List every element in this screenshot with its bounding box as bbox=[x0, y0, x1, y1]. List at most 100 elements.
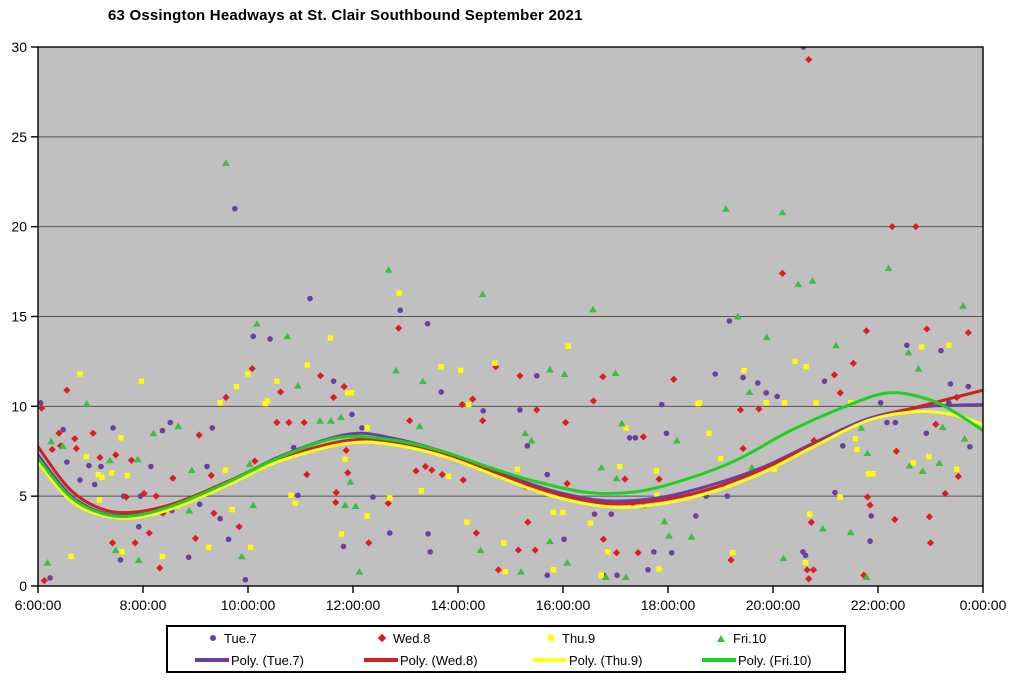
scatter-point-wed8 bbox=[38, 404, 46, 412]
scatter-point-wed8 bbox=[191, 534, 200, 542]
scatter-point-tue7 bbox=[947, 381, 954, 387]
scatter-point-fri10 bbox=[174, 422, 183, 430]
scatter-point-fri10 bbox=[134, 556, 143, 563]
scatter-point-tue7 bbox=[159, 427, 166, 434]
scatter-point-wed8 bbox=[248, 365, 256, 373]
scatter-point-fri10 bbox=[133, 455, 142, 463]
scatter-point-wed8 bbox=[152, 492, 160, 500]
x-axis-tick-label: 20:00:00 bbox=[746, 597, 801, 613]
scatter-point-tue7 bbox=[533, 372, 540, 379]
scatter-point-tue7 bbox=[517, 407, 523, 413]
legend-row-trendlines: Poly. (Tue.7) Poly. (Wed.8) Poly. (Thu.9… bbox=[168, 649, 844, 671]
scatter-point-thu9 bbox=[870, 471, 876, 477]
scatter-point-fri10 bbox=[82, 400, 91, 407]
scatter-point-thu9 bbox=[438, 364, 444, 370]
scatter-point-thu9 bbox=[587, 520, 593, 526]
scatter-point-thu9 bbox=[910, 460, 916, 466]
scatter-point-wed8 bbox=[332, 488, 340, 497]
x-axis-tick-label: 14:00:00 bbox=[431, 597, 486, 613]
scatter-point-wed8 bbox=[285, 418, 293, 427]
scatter-point-wed8 bbox=[599, 535, 608, 543]
scatter-point-thu9 bbox=[445, 473, 452, 480]
scatter-point-fri10 bbox=[187, 466, 196, 474]
scatter-point-wed8 bbox=[421, 462, 430, 471]
scatter-point-fri10 bbox=[521, 429, 530, 437]
scatter-point-thu9 bbox=[364, 425, 370, 431]
scatter-point-thu9 bbox=[327, 335, 334, 341]
scatter-point-wed8 bbox=[612, 549, 621, 557]
scatter-point-tue7 bbox=[892, 419, 899, 426]
scatter-point-wed8 bbox=[533, 406, 541, 414]
scatter-point-tue7 bbox=[774, 393, 780, 400]
scatter-point-wed8 bbox=[655, 475, 663, 483]
scatter-point-fri10 bbox=[938, 423, 947, 430]
scatter-point-tue7 bbox=[868, 513, 874, 519]
scatter-point-tue7 bbox=[232, 205, 238, 212]
scatter-point-fri10 bbox=[527, 436, 536, 444]
scatter-point-thu9 bbox=[342, 456, 348, 463]
scatter-point-thu9 bbox=[654, 492, 660, 498]
scatter-point-fri10 bbox=[589, 305, 597, 313]
y-axis-tick-label: 15 bbox=[11, 309, 27, 325]
scatter-point-wed8 bbox=[55, 429, 63, 437]
scatter-point-tue7 bbox=[626, 434, 633, 441]
scatter-point-tue7 bbox=[136, 523, 142, 530]
scatter-point-tue7 bbox=[386, 530, 393, 536]
scatter-point-fri10 bbox=[779, 554, 788, 562]
scatter-point-thu9 bbox=[345, 390, 351, 396]
scatter-point-wed8 bbox=[329, 393, 338, 401]
scatter-point-tue7 bbox=[250, 333, 257, 340]
scatter-point-tue7 bbox=[724, 493, 731, 499]
scatter-point-thu9 bbox=[813, 400, 819, 406]
scatter-point-tue7 bbox=[359, 425, 365, 431]
y-axis-tick-label: 20 bbox=[11, 219, 27, 235]
scatter-point-thu9 bbox=[550, 567, 557, 573]
scatter-point-wed8 bbox=[112, 451, 120, 459]
scatter-point-wed8 bbox=[516, 372, 524, 380]
scatter-point-fri10 bbox=[415, 422, 424, 430]
scatter-point-thu9 bbox=[653, 468, 660, 474]
legend-item-poly-thu9: Poly. (Thu.9) bbox=[506, 653, 675, 668]
scatter-point-fri10 bbox=[597, 463, 606, 471]
legend-item-tue7: Tue.7 bbox=[168, 631, 337, 646]
scatter-point-thu9 bbox=[604, 549, 611, 555]
scatter-point-tue7 bbox=[77, 477, 83, 483]
scatter-point-fri10 bbox=[665, 532, 673, 539]
scatter-point-thu9 bbox=[418, 488, 424, 494]
scatter-point-wed8 bbox=[472, 529, 480, 537]
scatter-point-wed8 bbox=[778, 269, 787, 277]
scatter-point-wed8 bbox=[562, 418, 570, 427]
scatter-point-fri10 bbox=[293, 382, 302, 389]
thu9-square-marker-icon bbox=[548, 635, 554, 641]
scatter-point-wed8 bbox=[428, 466, 436, 474]
scatter-point-tue7 bbox=[904, 342, 910, 349]
scatter-point-fri10 bbox=[111, 546, 120, 554]
scatter-point-tue7 bbox=[204, 463, 210, 470]
scatter-point-thu9 bbox=[264, 398, 271, 404]
scatter-point-fri10 bbox=[959, 302, 967, 309]
scatter-point-tue7 bbox=[658, 401, 665, 408]
scatter-point-wed8 bbox=[892, 447, 900, 455]
scatter-point-fri10 bbox=[778, 208, 787, 216]
poly-wed8-line-icon bbox=[364, 658, 398, 662]
x-axis-tick-label: 12:00:00 bbox=[326, 597, 381, 613]
x-axis-tick-label: 10:00:00 bbox=[221, 597, 276, 613]
scatter-point-wed8 bbox=[926, 539, 935, 547]
scatter-point-wed8 bbox=[563, 479, 571, 488]
scatter-point-wed8 bbox=[140, 489, 148, 498]
scatter-point-wed8 bbox=[156, 564, 164, 572]
scatter-point-tue7 bbox=[663, 430, 670, 437]
scatter-point-tue7 bbox=[167, 419, 174, 426]
scatter-point-wed8 bbox=[365, 539, 373, 547]
scatter-point-wed8 bbox=[145, 529, 153, 537]
scatter-point-fri10 bbox=[748, 463, 756, 471]
legend-label-poly-wed8: Poly. (Wed.8) bbox=[400, 652, 478, 668]
scatter-point-thu9 bbox=[364, 513, 370, 519]
scatter-point-wed8 bbox=[340, 382, 348, 391]
scatter-point-fri10 bbox=[611, 369, 620, 377]
legend-row-markers: Tue.7 Wed.8 Thu.9 Fri.10 bbox=[168, 627, 844, 649]
scatter-point-thu9 bbox=[68, 553, 74, 560]
scatter-point-wed8 bbox=[316, 372, 325, 380]
legend-item-poly-fri10: Poly. (Fri.10) bbox=[675, 653, 844, 668]
scatter-point-wed8 bbox=[599, 373, 607, 381]
